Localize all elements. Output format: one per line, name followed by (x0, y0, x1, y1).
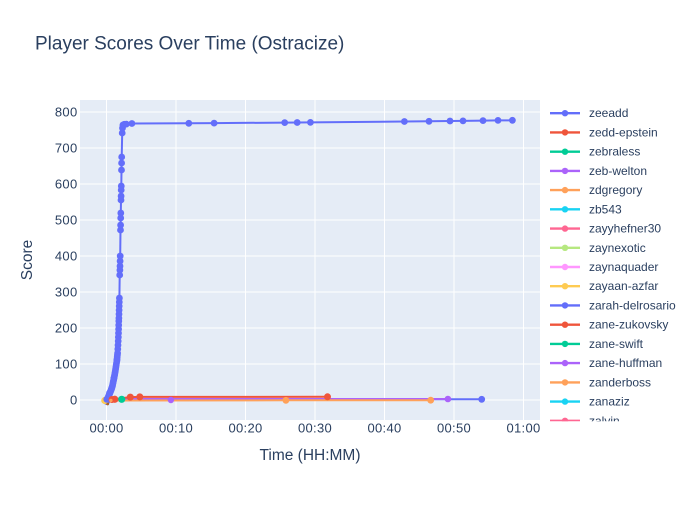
svg-text:zaynaquader: zaynaquader (589, 260, 658, 274)
svg-text:zdgregory: zdgregory (589, 183, 642, 197)
svg-text:zalvin: zalvin (589, 414, 620, 428)
svg-text:zb543: zb543 (589, 202, 622, 216)
svg-text:zayaan-azfar: zayaan-azfar (589, 279, 658, 293)
svg-text:200: 200 (55, 321, 78, 336)
svg-text:400: 400 (55, 249, 78, 264)
svg-text:500: 500 (55, 213, 78, 228)
svg-text:00:30: 00:30 (298, 421, 332, 436)
svg-text:zane-swift: zane-swift (589, 337, 644, 351)
svg-text:Player Scores Over Time (Ostra: Player Scores Over Time (Ostracize) (35, 34, 344, 55)
svg-text:zeb-welton: zeb-welton (589, 164, 647, 178)
svg-text:700: 700 (55, 141, 78, 156)
svg-text:00:40: 00:40 (367, 421, 401, 436)
svg-text:600: 600 (55, 177, 78, 192)
svg-text:zanaziz: zanaziz (589, 395, 630, 409)
svg-text:zarah-delrosario: zarah-delrosario (589, 298, 676, 312)
svg-text:Score: Score (19, 240, 36, 281)
svg-text:zaynexotic: zaynexotic (589, 241, 646, 255)
svg-text:zedd-epstein: zedd-epstein (589, 125, 658, 139)
svg-text:100: 100 (55, 357, 78, 372)
svg-text:Time (HH:MM): Time (HH:MM) (259, 447, 360, 464)
svg-text:zayyhefner30: zayyhefner30 (589, 222, 661, 236)
svg-text:zebraless: zebraless (589, 145, 640, 159)
svg-text:0: 0 (70, 393, 78, 408)
svg-text:00:10: 00:10 (159, 421, 193, 436)
svg-text:00:50: 00:50 (437, 421, 471, 436)
svg-text:300: 300 (55, 285, 78, 300)
svg-text:zane-zukovsky: zane-zukovsky (589, 318, 668, 332)
svg-text:zeeadd: zeeadd (589, 106, 628, 120)
svg-text:00:20: 00:20 (228, 421, 262, 436)
svg-text:zane-huffman: zane-huffman (589, 356, 662, 370)
svg-text:800: 800 (55, 105, 78, 120)
svg-text:00:00: 00:00 (89, 421, 123, 436)
svg-text:zanderboss: zanderboss (589, 375, 651, 389)
svg-text:01:00: 01:00 (506, 421, 540, 436)
